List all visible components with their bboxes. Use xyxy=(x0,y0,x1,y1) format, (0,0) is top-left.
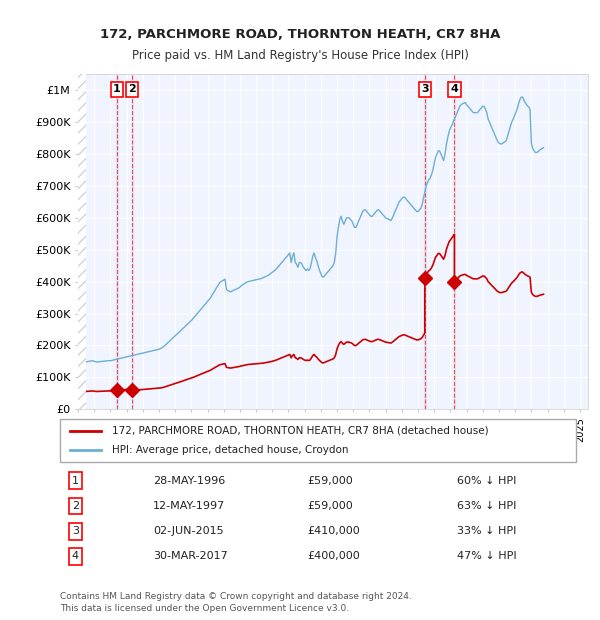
Text: 4: 4 xyxy=(72,551,79,562)
Bar xyxy=(116,74,118,409)
Text: 1: 1 xyxy=(113,84,121,94)
Text: 12-MAY-1997: 12-MAY-1997 xyxy=(153,501,225,511)
Text: 172, PARCHMORE ROAD, THORNTON HEATH, CR7 8HA: 172, PARCHMORE ROAD, THORNTON HEATH, CR7… xyxy=(100,28,500,40)
Text: 1: 1 xyxy=(72,476,79,485)
Text: £410,000: £410,000 xyxy=(308,526,361,536)
Text: £400,000: £400,000 xyxy=(308,551,361,562)
Bar xyxy=(131,74,133,409)
Text: £59,000: £59,000 xyxy=(308,476,353,485)
Text: 33% ↓ HPI: 33% ↓ HPI xyxy=(457,526,517,536)
Text: 63% ↓ HPI: 63% ↓ HPI xyxy=(457,501,517,511)
Bar xyxy=(454,74,455,409)
Bar xyxy=(424,74,425,409)
Text: 28-MAY-1996: 28-MAY-1996 xyxy=(153,476,225,485)
Bar xyxy=(78,74,86,409)
Text: 3: 3 xyxy=(72,526,79,536)
Text: 2: 2 xyxy=(72,501,79,511)
Text: 60% ↓ HPI: 60% ↓ HPI xyxy=(457,476,517,485)
FancyBboxPatch shape xyxy=(60,418,576,462)
Text: 172, PARCHMORE ROAD, THORNTON HEATH, CR7 8HA (detached house): 172, PARCHMORE ROAD, THORNTON HEATH, CR7… xyxy=(112,426,488,436)
Text: 47% ↓ HPI: 47% ↓ HPI xyxy=(457,551,517,562)
Text: 4: 4 xyxy=(451,84,458,94)
Text: HPI: Average price, detached house, Croydon: HPI: Average price, detached house, Croy… xyxy=(112,445,348,454)
Text: 2: 2 xyxy=(128,84,136,94)
Text: 3: 3 xyxy=(421,84,428,94)
Text: This data is licensed under the Open Government Licence v3.0.: This data is licensed under the Open Gov… xyxy=(60,604,349,613)
Text: 30-MAR-2017: 30-MAR-2017 xyxy=(153,551,227,562)
Text: £59,000: £59,000 xyxy=(308,501,353,511)
Text: Price paid vs. HM Land Registry's House Price Index (HPI): Price paid vs. HM Land Registry's House … xyxy=(131,50,469,62)
Text: Contains HM Land Registry data © Crown copyright and database right 2024.: Contains HM Land Registry data © Crown c… xyxy=(60,592,412,601)
Text: 02-JUN-2015: 02-JUN-2015 xyxy=(153,526,224,536)
